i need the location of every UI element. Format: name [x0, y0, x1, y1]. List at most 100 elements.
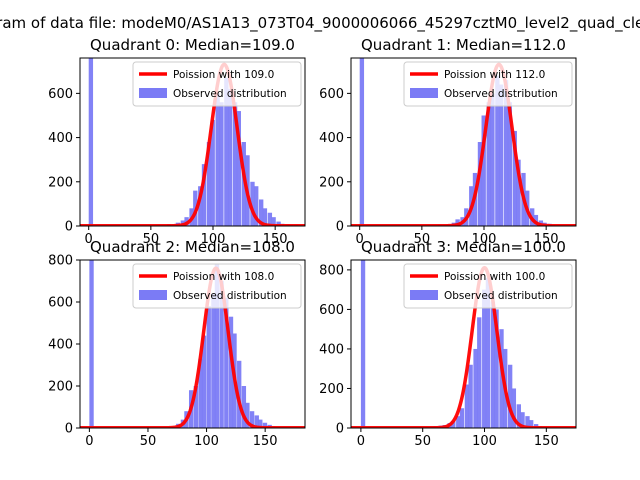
histogram-bar: [241, 386, 247, 428]
histogram-bar: [198, 186, 203, 226]
histogram-bar: [508, 364, 513, 428]
legend-frame: [403, 263, 573, 309]
quadrant-3-legend: Poission with 100.0 Observed distribution: [403, 263, 573, 309]
histogram-bar: [210, 119, 215, 226]
x-tick-label: 0: [357, 434, 365, 449]
histogram-bar: [201, 335, 207, 428]
legend-hist-label: Observed distribution: [444, 88, 558, 100]
y-tick-label: 600: [48, 87, 73, 102]
y-tick-label: 0: [65, 220, 73, 235]
histogram-bar: [262, 208, 268, 226]
histogram-bar: [258, 419, 263, 428]
quadrant-1-frame: [350, 57, 577, 227]
histogram-bar: [228, 316, 234, 428]
y-tick-label: 600: [319, 87, 344, 102]
x-tick-label: 0: [85, 434, 93, 449]
y-tick-label: 0: [336, 422, 344, 437]
histogram-bar: [529, 420, 534, 428]
histogram-bar: [498, 84, 504, 226]
histogram-bar: [486, 102, 491, 226]
histogram-bar: [254, 415, 259, 428]
quadrant-1-legend: Poission with 112.0 Observed distribution: [403, 61, 573, 107]
legend-frame: [132, 61, 302, 107]
x-tick-label: 0: [85, 232, 93, 247]
histogram-bar: [455, 219, 460, 226]
histogram-bar: [490, 301, 496, 428]
y-tick-label: 400: [48, 131, 73, 146]
quadrant-1-panel: 0 50 100 150 0 200 400 600 Quadrant 1: Median=11…: [319, 36, 577, 247]
histogram-bar: [511, 388, 517, 428]
quadrant-1-title: Quadrant 1: Median=112.0: [361, 36, 566, 54]
quadrant-3-panel: 0 50 100 150 0 200 400 600 800 Quadrant 3: Median…: [319, 238, 577, 449]
histogram-bar: [533, 214, 539, 226]
histogram-bar: [211, 293, 216, 428]
histogram-bar: [232, 102, 238, 226]
quadrant-0-panel: 0 50 100 150 0 200 400 600 Quadrant 0: Median=10…: [48, 36, 306, 247]
histogram-bar: [459, 408, 465, 428]
histogram-bar: [533, 424, 539, 428]
histogram-bar: [271, 217, 276, 226]
histogram-bar: [206, 306, 211, 428]
y-tick-label: 0: [336, 220, 344, 235]
legend-hist-label: Observed distribution: [173, 290, 287, 302]
histogram-bar: [201, 164, 207, 226]
y-tick-label: 200: [48, 380, 73, 395]
legend-fit-label: Poission with 100.0: [444, 271, 545, 283]
legend-hist-swatch: [139, 88, 167, 98]
histogram-bar: [507, 102, 512, 226]
histogram-bar: [214, 264, 220, 428]
histogram-bar: [224, 77, 229, 226]
legend-hist-swatch: [410, 88, 438, 98]
histogram-bar: [525, 416, 530, 428]
histogram-bar: [477, 317, 482, 428]
quadrant-2-panel: 0 50 100 150 0 200 400 600 800 Quadrant 2: Median…: [48, 238, 306, 449]
histogram-bar: [499, 329, 504, 428]
histogram-bar: [236, 111, 241, 226]
histogram-bar: [520, 412, 525, 428]
legend-fit-label: Poission with 112.0: [444, 69, 545, 81]
histogram-bar: [198, 358, 203, 428]
histogram-bar: [193, 386, 199, 428]
histogram-bar: [482, 289, 487, 428]
histogram-bar: [490, 93, 495, 226]
histogram-bar: [481, 115, 486, 226]
histogram-bar: [259, 199, 264, 226]
histogram-bar: [495, 75, 500, 226]
quadrant-0-title: Quadrant 0: Median=109.0: [90, 36, 295, 54]
quadrant-2-title: Quadrant 2: Median=108.0: [90, 238, 295, 256]
histogram-bar: [215, 93, 220, 226]
legend-hist-label: Observed distribution: [173, 88, 287, 100]
histogram-bar: [206, 142, 212, 226]
legend-fit-label: Poission with 108.0: [173, 271, 274, 283]
y-tick-label: 800: [319, 263, 344, 278]
legend-fit-label: Poission with 109.0: [173, 69, 274, 81]
x-tick-label: 50: [414, 434, 431, 449]
histogram-bar: [219, 281, 224, 428]
histogram-bar: [464, 384, 470, 428]
histogram-bar: [477, 142, 483, 226]
legend-hist-swatch: [139, 290, 167, 300]
histogram-bar: [254, 186, 259, 226]
histogram-bar: [276, 221, 281, 226]
quadrant-3-frame: [350, 259, 577, 429]
histogram-bar: [219, 102, 224, 226]
x-tick-label: 100: [472, 434, 497, 449]
y-tick-label: 800: [48, 254, 73, 269]
legend-frame: [403, 61, 573, 107]
quadrant-0-legend: Poission with 109.0 Observed distribution: [132, 61, 302, 107]
legend-frame: [132, 263, 302, 309]
quadrant-2-legend: Poission with 108.0 Observed distribution: [132, 263, 302, 309]
x-tick-label: 150: [534, 232, 559, 247]
histogram-bar: [512, 130, 517, 226]
histogram-bar: [360, 260, 366, 428]
x-tick-label: 100: [194, 434, 219, 449]
histogram-bar: [516, 159, 521, 226]
y-tick-label: 0: [65, 422, 73, 437]
y-tick-label: 400: [48, 338, 73, 353]
x-tick-label: 150: [253, 434, 278, 449]
histogram-bar: [451, 421, 456, 428]
y-tick-label: 200: [319, 175, 344, 190]
y-tick-label: 200: [48, 175, 73, 190]
y-tick-label: 400: [319, 131, 344, 146]
